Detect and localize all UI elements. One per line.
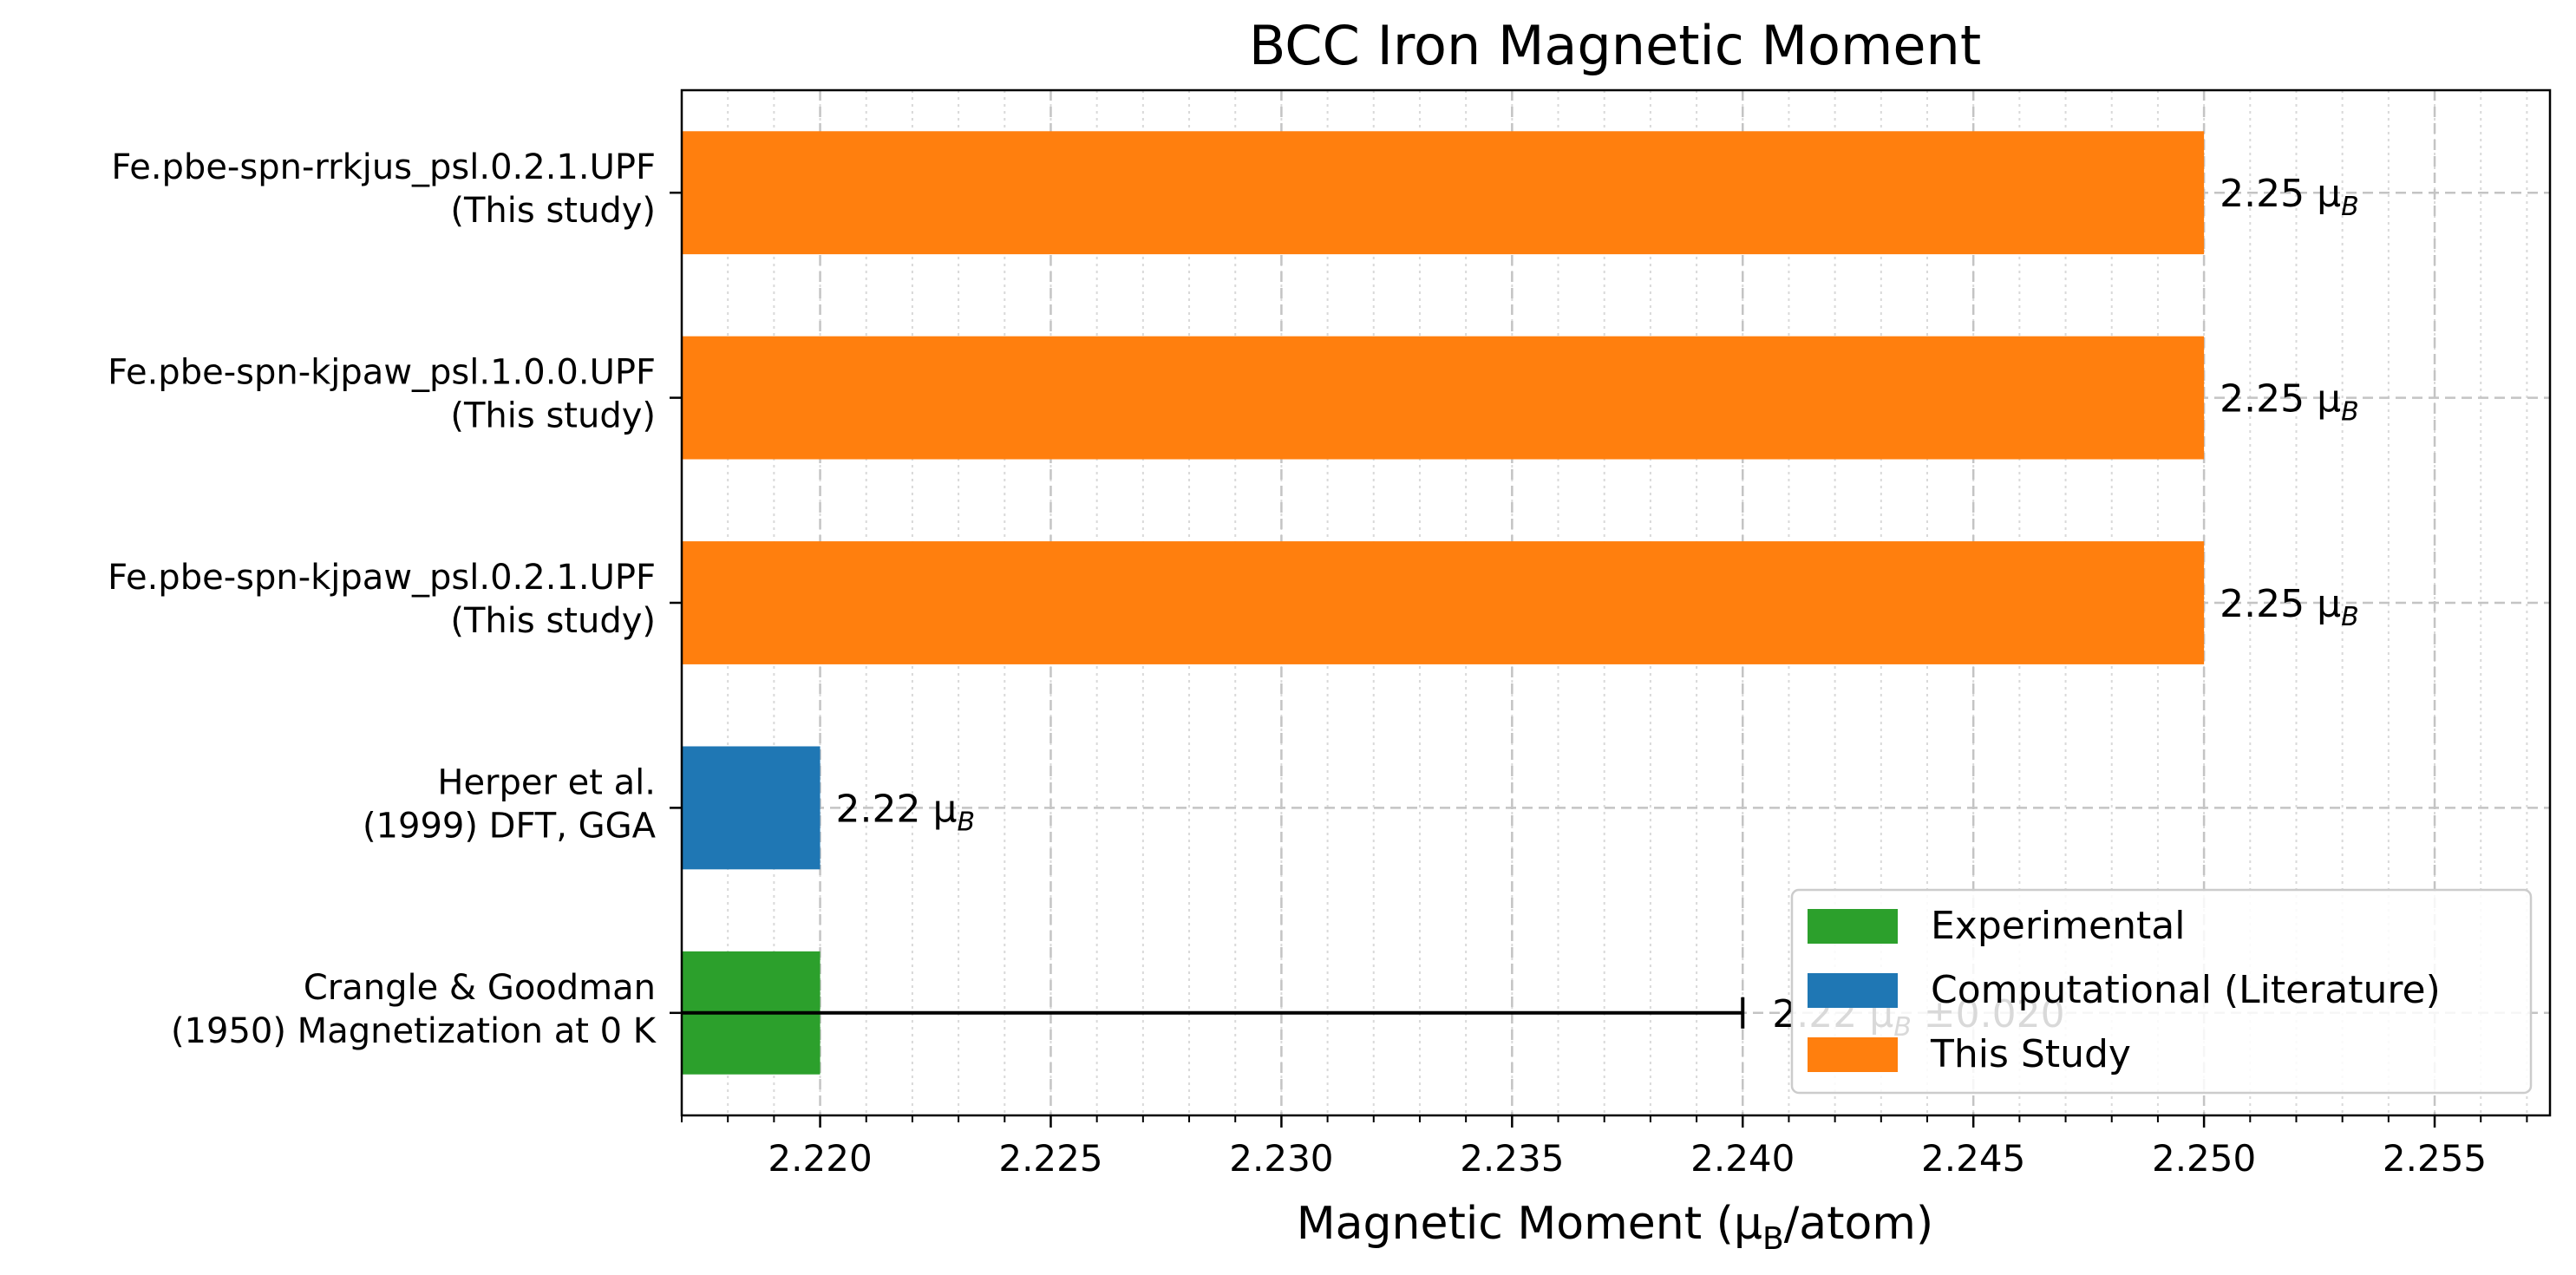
value-label-subscript: B [958,807,976,837]
value-label-subscript: B [2341,602,2359,632]
value-label-number: 2.25 μ [2220,377,2341,422]
value-label-subscript: B [2341,397,2359,428]
y-tick-label-line2: (This study) [450,601,656,641]
y-tick-label-line2: (This study) [450,191,656,231]
x-axis-label-main: Magnetic Moment (μ [1297,1198,1762,1250]
y-tick-label-line2: (1950) Magnetization at 0 K [171,1011,657,1051]
x-tick-label: 2.220 [768,1137,872,1180]
legend-swatch-this_study [1808,1037,1898,1072]
chart-title: BCC Iron Magnetic Moment [1249,14,1981,77]
x-tick-label: 2.245 [1921,1137,2025,1180]
value-label-number: 2.22 μ [836,787,958,831]
y-tick-label-line2: (This study) [450,396,656,436]
y-tick-label-line1: Fe.pbe-spn-kjpaw_psl.1.0.0.UPF [108,353,656,393]
y-tick-label-line1: Herper et al. [437,762,656,802]
value-label-number: 2.25 μ [2220,172,2341,216]
bars-layer [682,131,2205,1075]
x-axis-label: Magnetic Moment (μB/atom) [1297,1198,1933,1257]
value-label: 2.22 μB [836,787,976,837]
x-axis-label-subscript: B [1762,1221,1784,1257]
bar-computational [682,746,821,870]
x-tick-label: 2.225 [998,1137,1102,1180]
legend-label-experimental: Experimental [1931,904,2185,948]
axes-layer: 2.220 2.225 2.230 2.235 2.240 2.245 2.250 2.255… [108,88,2552,1180]
legend: Experimental Computational (Literature) Th… [1790,888,2533,1095]
value-label: 2.25 μB [2220,582,2359,632]
value-label: 2.25 μB [2220,377,2359,428]
x-axis-label-tail: /atom) [1784,1198,1934,1250]
y-tick-label-line2: (1999) DFT, GGA [363,806,657,846]
value-label: 2.25 μB [2220,172,2359,222]
y-tick-label-line1: Crangle & Goodman [304,968,656,1008]
x-tick-label: 2.235 [1460,1137,1564,1180]
legend-label-computational: Computational (Literature) [1931,968,2441,1012]
bar-this_study [682,541,2205,664]
x-tick-label: 2.250 [2152,1137,2256,1180]
legend-swatch-computational [1808,973,1898,1008]
x-tick-label: 2.230 [1229,1137,1333,1180]
legend-label-this_study: This Study [1930,1032,2131,1076]
value-label-subscript: B [2341,192,2359,222]
y-tick-label-line1: Fe.pbe-spn-kjpaw_psl.0.2.1.UPF [108,558,656,598]
bar-this_study [682,336,2205,460]
bar-this_study [682,131,2205,255]
legend-swatch-experimental [1808,909,1898,944]
x-tick-label: 2.240 [1690,1137,1795,1180]
legend-box [1790,888,2533,1095]
value-label-number: 2.25 μ [2220,582,2341,626]
y-tick-label-line1: Fe.pbe-spn-rrkjus_psl.0.2.1.UPF [111,147,656,187]
x-tick-label: 2.255 [2383,1137,2487,1180]
